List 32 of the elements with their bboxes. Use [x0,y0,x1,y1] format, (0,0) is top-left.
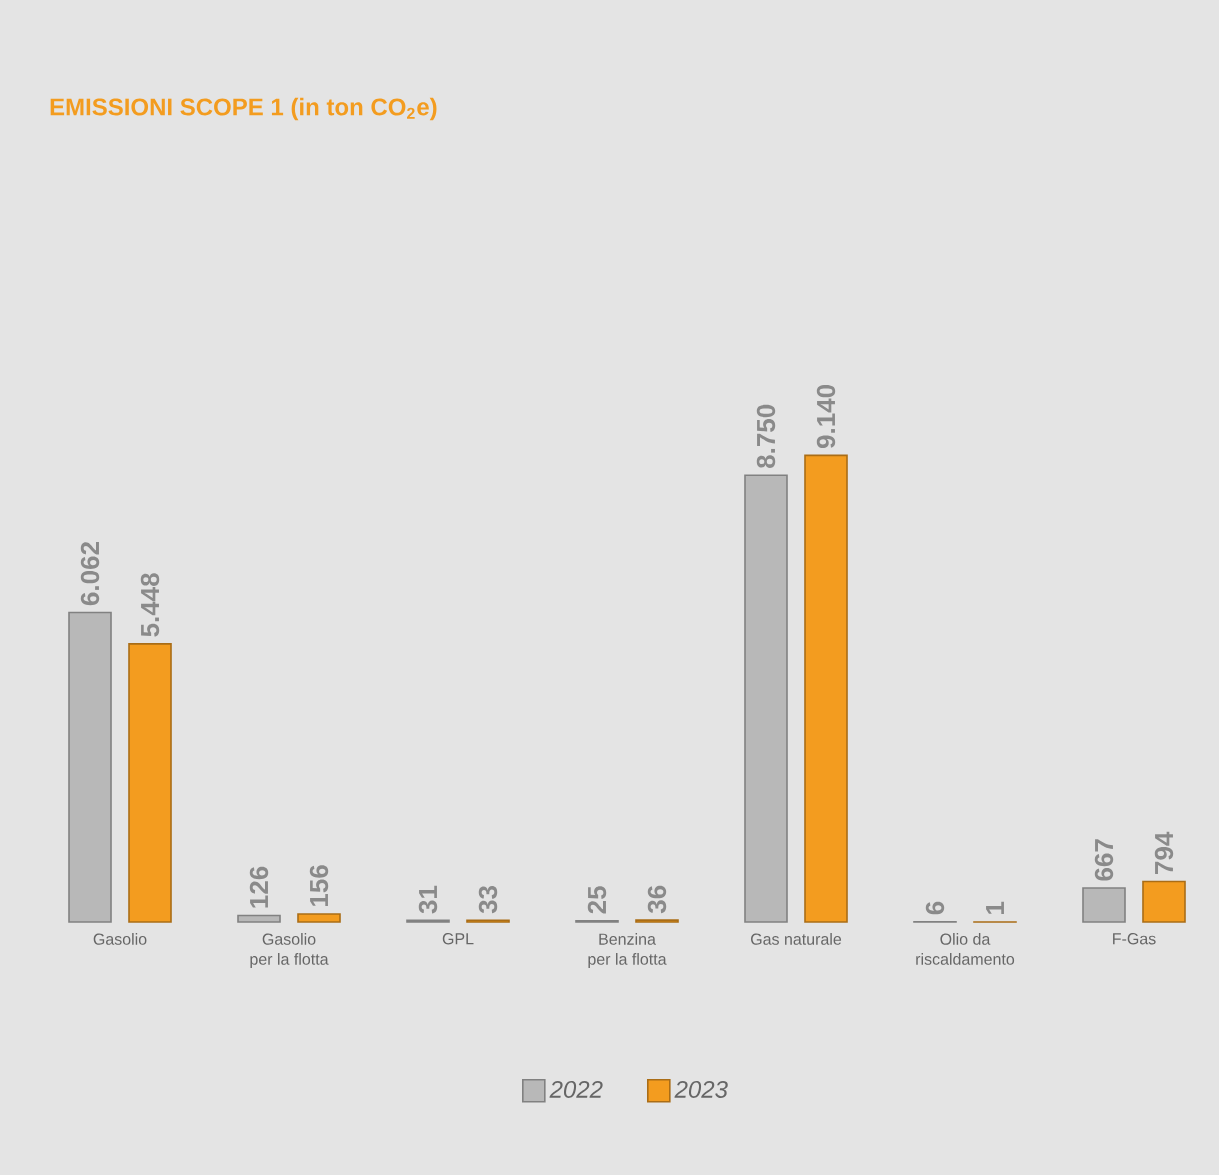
x-tick-label: Gas naturale [751,933,842,945]
data-label: 1 [986,901,1004,914]
bar [68,611,112,923]
data-label: 794 [1154,831,1174,874]
bar [744,474,788,923]
data-label: 5.448 [140,573,160,637]
data-label: 126 [249,866,269,908]
x-tick-label: Gasolio [93,933,147,945]
data-label: 25 [587,886,607,914]
x-tick-label: GPL [442,933,474,945]
bar [804,454,848,923]
legend-label: 2022 [549,1080,603,1098]
x-tick-label: F-Gas [1113,933,1156,945]
data-label: 36 [647,885,667,914]
bar [128,643,172,923]
chart-title: EMISSIONI SCOPE 1 (in ton CO$_{2}$e) [50,97,437,121]
bar [1142,880,1186,923]
x-tick-label: Benzina per la flotta [588,933,667,968]
data-label: 667 [1094,839,1114,881]
data-label: 8.750 [756,404,776,469]
bar [297,913,341,923]
data-label: 33 [478,885,498,914]
bar [237,914,281,923]
data-label: 6 [925,901,945,915]
data-label: 6.062 [80,542,100,606]
x-tick-label: Olio da riscaldamento [916,933,1015,965]
legend-label: 2023 [674,1080,728,1098]
data-label: 31 [418,885,438,914]
data-label: 156 [309,865,329,907]
bar [1082,887,1126,923]
data-label: 9.140 [816,384,836,449]
x-tick-label: Gasolio per la flotta [250,933,329,968]
